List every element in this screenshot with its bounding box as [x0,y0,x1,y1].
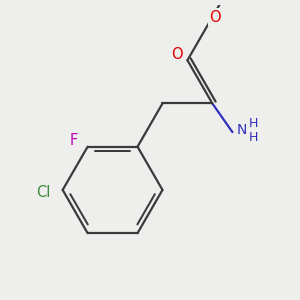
Text: O: O [171,47,182,62]
Text: H: H [249,117,258,130]
Text: H: H [249,130,258,144]
Text: O: O [209,10,221,25]
Text: Cl: Cl [37,185,51,200]
Text: F: F [70,133,78,148]
Text: N: N [236,123,247,136]
